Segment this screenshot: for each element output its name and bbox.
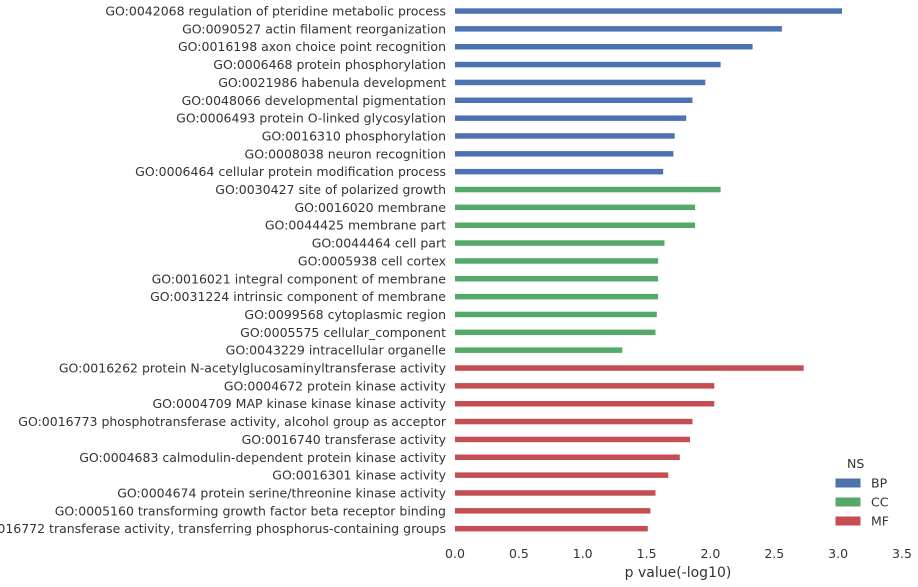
bar-bp — [455, 8, 842, 14]
category-label: GO:0016301 kinase activity — [272, 468, 446, 483]
category-label: GO:0021986 habenula development — [218, 75, 446, 90]
bar-bp — [455, 44, 753, 50]
bar-bp — [455, 26, 782, 32]
bar-mf — [455, 383, 715, 389]
x-axis-label: p value(-log10) — [625, 565, 732, 581]
category-label: GO:0016310 phosphorylation — [262, 129, 446, 144]
category-labels: GO:0042068 regulation of pteridine metab… — [0, 4, 447, 537]
bar-mf — [455, 454, 680, 460]
bar-bp — [455, 115, 687, 121]
legend-label-bp: BP — [871, 476, 888, 491]
legend-title: NS — [847, 456, 864, 471]
category-label: GO:0016262 protein N-acetylglucosaminylt… — [59, 361, 447, 376]
bar-bp — [455, 61, 721, 68]
category-label: GO:0005938 cell cortex — [298, 253, 446, 268]
legend-label-cc: CC — [871, 495, 889, 510]
bar-cc — [455, 222, 696, 228]
bar-cc — [455, 329, 656, 336]
category-label: GO:0004683 calmodulin-dependent protein … — [79, 450, 446, 465]
x-tick-label: 0.5 — [509, 546, 529, 561]
bar-mf — [455, 525, 648, 532]
x-tick-label: 3.5 — [892, 546, 912, 561]
category-label: GO:0008038 neuron recognition — [245, 146, 446, 161]
bar-cc — [455, 311, 657, 318]
x-tick-label: 1.5 — [637, 546, 657, 561]
category-label: GO:0048066 developmental pigmentation — [182, 93, 446, 108]
bar-bp — [455, 168, 664, 175]
bar-bp — [455, 79, 706, 86]
bar-cc — [455, 347, 623, 353]
bar-bp — [455, 97, 693, 103]
category-label: GO:0016772 transferase activity, transfe… — [0, 521, 446, 536]
category-label: GO:0016740 transferase activity — [242, 432, 447, 447]
bar-cc — [455, 204, 696, 211]
bar-cc — [455, 258, 659, 264]
category-label: GO:0004709 MAP kinase kinase kinase acti… — [153, 396, 447, 411]
category-label: GO:0016020 membrane — [294, 200, 446, 215]
category-label: GO:0004672 protein kinase activity — [224, 378, 447, 393]
legend-swatch-mf — [834, 515, 862, 527]
x-tick-label: 1.0 — [573, 546, 593, 561]
category-label: GO:0004674 protein serine/threonine kina… — [117, 486, 446, 501]
category-label: GO:0016021 integral component of membran… — [152, 271, 447, 286]
category-label: GO:0090527 actin filament reorganization — [182, 21, 446, 36]
x-tick-label: 3.0 — [828, 546, 848, 561]
bar-cc — [455, 186, 721, 193]
x-tick-label: 2.0 — [700, 546, 720, 561]
legend-label-mf: MF — [871, 514, 889, 529]
category-label: GO:0006464 cellular protein modification… — [135, 164, 446, 179]
category-label: GO:0099568 cytoplasmic region — [244, 307, 446, 322]
bar-cc — [455, 240, 665, 246]
category-label: GO:0030427 site of polarized growth — [215, 182, 446, 197]
x-axis-ticks: 0.0 0.5 1.0 1.5 2.0 2.5 3.0 3.5 — [445, 546, 912, 561]
bar-mf — [455, 365, 804, 371]
category-label: GO:0016198 axon choice point recognition — [178, 39, 446, 54]
category-label: GO:0006493 protein O-linked glycosylatio… — [176, 111, 446, 126]
bar-mf — [455, 436, 690, 443]
bar-cc — [455, 276, 659, 282]
category-label: GO:0042068 regulation of pteridine metab… — [105, 4, 446, 19]
category-label: GO:0044464 cell part — [312, 236, 446, 251]
bar-bp — [455, 151, 674, 157]
category-label: GO:0005160 transforming growth factor be… — [55, 503, 446, 518]
bar-mf — [455, 401, 715, 407]
category-label: GO:0016773 phosphotransferase activity, … — [18, 414, 447, 429]
bar-mf — [455, 472, 669, 478]
x-tick-label: 2.5 — [764, 546, 784, 561]
category-label: GO:0044425 membrane part — [265, 218, 446, 233]
bar-bp — [455, 133, 675, 139]
bar-cc — [455, 293, 659, 300]
legend: NS BP CC MF — [834, 456, 889, 529]
bars-layer — [455, 8, 842, 532]
x-tick-label: 0.0 — [445, 546, 465, 561]
category-label: GO:0005575 cellular_component — [240, 325, 446, 340]
bar-mf — [455, 490, 656, 496]
category-label: GO:0031224 intrinsic component of membra… — [150, 289, 446, 304]
category-label: GO:0006468 protein phosphorylation — [213, 57, 446, 72]
bar-mf — [455, 508, 651, 514]
legend-swatch-cc — [834, 496, 862, 508]
legend-swatch-bp — [834, 477, 862, 489]
category-label: GO:0043229 intracellular organelle — [226, 343, 447, 358]
bar-mf — [455, 418, 693, 425]
